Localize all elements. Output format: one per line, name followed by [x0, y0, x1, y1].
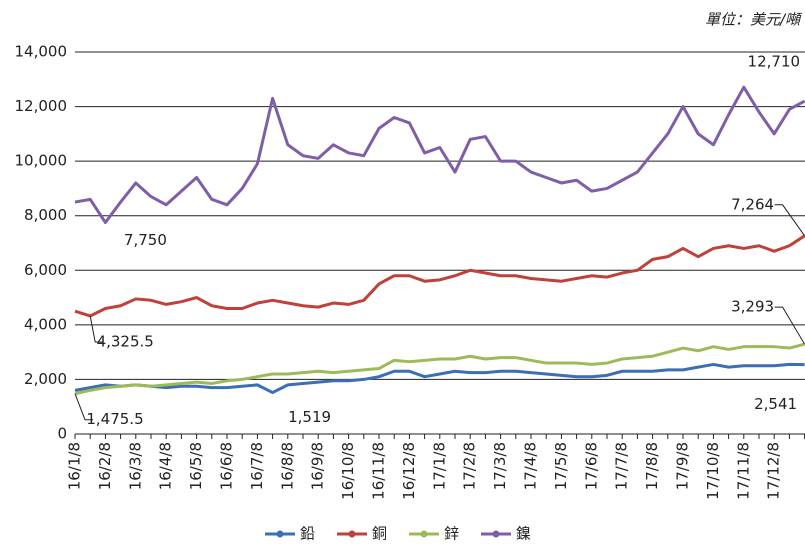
- legend-marker: [349, 531, 356, 538]
- data-label: 7,264: [731, 195, 774, 213]
- data-label: 7,750: [124, 231, 167, 249]
- legend-marker: [277, 531, 284, 538]
- data-label: 2,541: [754, 395, 797, 413]
- x-tick-label: 16/2/8: [96, 442, 114, 490]
- y-tick-label: 14,000: [15, 43, 68, 61]
- y-tick-label: 8,000: [24, 206, 67, 224]
- data-label: 1,519: [288, 408, 331, 426]
- x-tick-label: 16/11/8: [370, 442, 388, 500]
- legend-marker: [421, 531, 428, 538]
- x-tick-label: 16/6/8: [218, 442, 236, 490]
- x-tick-label: 17/4/8: [522, 442, 540, 490]
- y-tick-label: 12,000: [15, 97, 68, 115]
- unit-label: 單位：美元/噸: [705, 11, 803, 29]
- x-tick-label: 16/3/8: [126, 442, 144, 490]
- x-tick-label: 16/7/8: [248, 442, 266, 490]
- leader-line: [775, 307, 805, 344]
- data-label: 1,475.5: [86, 410, 143, 428]
- data-label: 4,325.5: [97, 332, 154, 350]
- x-tick-label: 17/9/8: [674, 442, 692, 490]
- series-line: [75, 87, 805, 222]
- y-tick-label: 4,000: [24, 315, 67, 333]
- x-tick-label: 17/10/8: [704, 442, 722, 500]
- x-tick-label: 16/12/8: [400, 442, 418, 500]
- x-tick-label: 17/2/8: [461, 442, 479, 490]
- y-tick-label: 6,000: [24, 261, 67, 279]
- legend-label: 鋅: [444, 525, 459, 543]
- x-tick-label: 17/8/8: [643, 442, 661, 490]
- x-tick-label: 17/1/8: [430, 442, 448, 490]
- legend-label: 鎳: [516, 525, 531, 543]
- x-tick-label: 17/7/8: [613, 442, 631, 490]
- y-tick-label: 0: [57, 425, 67, 443]
- y-tick-label: 10,000: [15, 152, 68, 170]
- series-line: [75, 236, 805, 316]
- data-label: 12,710: [748, 53, 801, 71]
- series-line: [75, 364, 805, 392]
- legend-label: 銅: [372, 525, 387, 543]
- x-tick-label: 17/5/8: [552, 442, 570, 490]
- legend-label: 鉛: [300, 525, 315, 543]
- data-label: 3,293: [731, 298, 774, 316]
- x-tick-label: 16/4/8: [157, 442, 175, 490]
- y-tick-label: 2,000: [24, 370, 67, 388]
- x-tick-label: 17/12/8: [765, 442, 783, 500]
- x-tick-label: 16/10/8: [339, 442, 357, 500]
- x-tick-label: 17/3/8: [491, 442, 509, 490]
- legend-marker: [493, 531, 500, 538]
- x-tick-label: 17/6/8: [582, 442, 600, 490]
- leader-line: [775, 205, 805, 236]
- x-tick-label: 16/1/8: [66, 442, 84, 490]
- x-tick-label: 16/8/8: [278, 442, 296, 490]
- x-tick-label: 16/5/8: [187, 442, 205, 490]
- chart: 單位：美元/噸 0 2,000 4,000 6,000 8,000 10,000 12,00…: [0, 0, 805, 546]
- x-tick-label: 17/11/8: [734, 442, 752, 500]
- x-tick-label: 16/9/8: [309, 442, 327, 490]
